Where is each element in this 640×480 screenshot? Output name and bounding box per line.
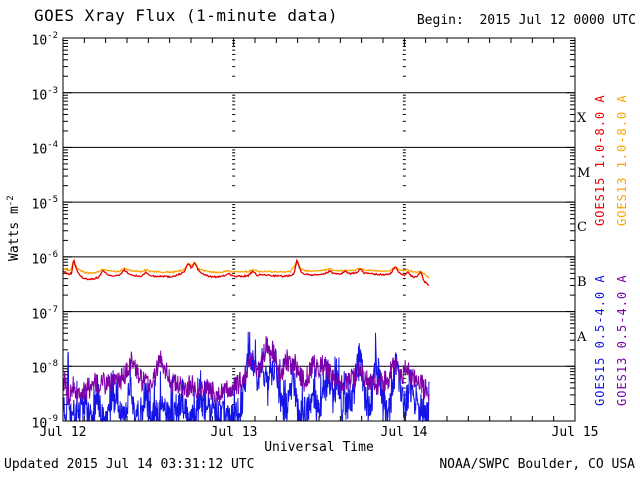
y-tick-label-1e-8: 10-8 bbox=[31, 359, 59, 377]
y-tick-label-1e-5: 10-5 bbox=[31, 195, 59, 213]
plot-frame bbox=[62, 37, 576, 422]
x-axis-title: Universal Time bbox=[264, 440, 374, 455]
legend-goes13-short: GOES13 0.5-4.0 A bbox=[615, 274, 629, 406]
y-tick-label-1e-2: 10-2 bbox=[31, 31, 59, 49]
x-tick-label-jul15: Jul 15 bbox=[551, 425, 599, 440]
flare-class-c: C bbox=[577, 220, 587, 235]
series-goes13-0-5-4-0-a bbox=[62, 335, 430, 406]
y-tick-label-1e-9: 10-9 bbox=[31, 414, 59, 432]
flare-class-a: A bbox=[577, 330, 587, 345]
credit-noaa-swpc: NOAA/SWPC Boulder, CO USA bbox=[439, 457, 635, 472]
y-tick-label-1e-7: 10-7 bbox=[31, 305, 59, 323]
flare-class-m: M bbox=[577, 166, 591, 181]
y-tick-label-1e-3: 10-3 bbox=[31, 86, 59, 104]
updated-timestamp: Updated 2015 Jul 14 03:31:12 UTC bbox=[4, 457, 255, 472]
flare-class-x: X bbox=[577, 111, 587, 126]
series-goes13-1-0-8-0-a bbox=[62, 259, 430, 279]
x-tick-label-jul12: Jul 12 bbox=[39, 425, 87, 440]
flare-class-b: B bbox=[577, 275, 587, 290]
legend-goes15-long: GOES15 1.0-8.0 A bbox=[593, 94, 607, 226]
begin-timestamp: Begin: 2015 Jul 12 0000 UTC bbox=[416, 13, 636, 28]
x-tick-label-jul14: Jul 14 bbox=[380, 425, 428, 440]
series-goes15-1-0-8-0-a bbox=[62, 258, 430, 286]
y-tick-label-1e-6: 10-6 bbox=[31, 250, 59, 268]
x-tick-label-jul13: Jul 13 bbox=[210, 425, 258, 440]
page-title: GOES Xray Flux (1-minute data) bbox=[34, 6, 338, 25]
y-tick-label-1e-4: 10-4 bbox=[31, 140, 59, 158]
series-goes15-0-5-4-0-a bbox=[62, 331, 430, 423]
legend-goes15-short: GOES15 0.5-4.0 A bbox=[593, 274, 607, 406]
legend-goes13-long: GOES13 1.0-8.0 A bbox=[615, 94, 629, 226]
